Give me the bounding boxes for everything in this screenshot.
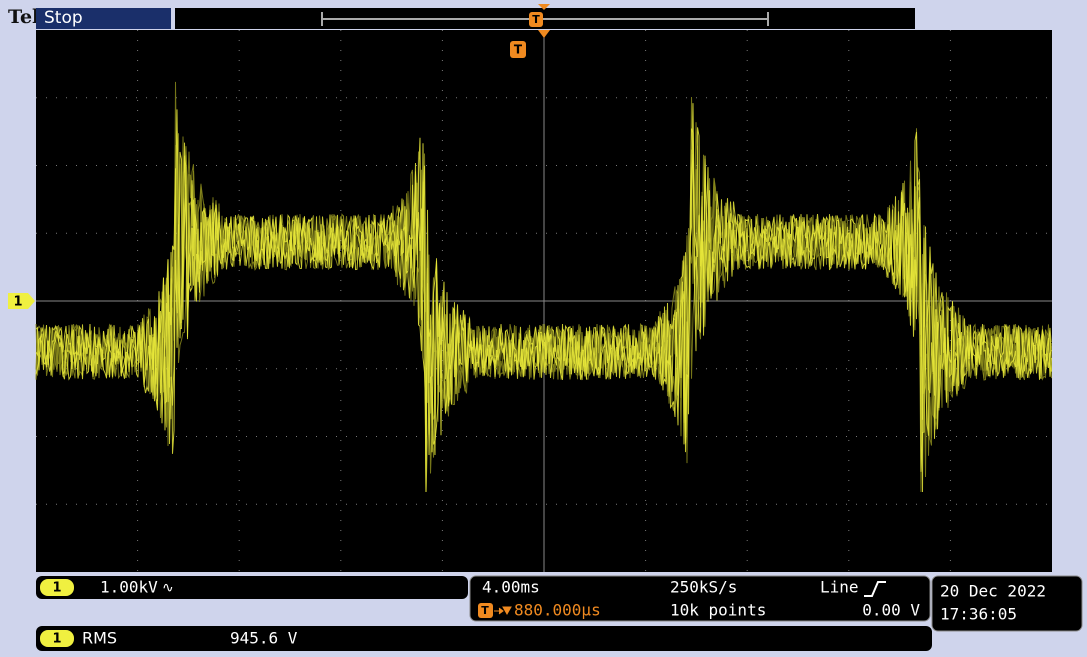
time-scale: 4.00ms	[482, 578, 540, 597]
measurement-value: 945.6 V	[230, 629, 298, 648]
channel-number: 1	[52, 581, 61, 596]
oscilloscope-screen: Tek Stop T T 1 1 1.00kV ∿ 4.00ms 250kS/s…	[0, 0, 1087, 657]
sample-rate: 250kS/s	[670, 578, 737, 597]
measurement-name: RMS	[82, 629, 117, 648]
trigger-position: 880.000µs	[514, 601, 601, 620]
trigger-level: 0.00 V	[862, 601, 920, 620]
date: 20 Dec 2022	[940, 582, 1046, 601]
trigger-label: T	[481, 604, 489, 617]
time: 17:36:05	[940, 605, 1017, 624]
channel-marker-label: 1	[13, 295, 22, 310]
trigger-label: T	[532, 13, 540, 26]
record-length: 10k points	[670, 601, 766, 620]
measurement-channel: 1	[52, 632, 61, 647]
trigger-label: T	[514, 43, 523, 57]
measurement-box	[36, 626, 932, 651]
channel-coupling: ∿	[162, 580, 174, 596]
page: Tek Stop T T 1 1 1.00kV ∿ 4.00ms 250kS/s…	[0, 0, 1087, 657]
status: Stop	[44, 8, 83, 28]
trigger-source: Line	[820, 578, 859, 597]
channel-scale: 1.00kV	[100, 578, 158, 597]
